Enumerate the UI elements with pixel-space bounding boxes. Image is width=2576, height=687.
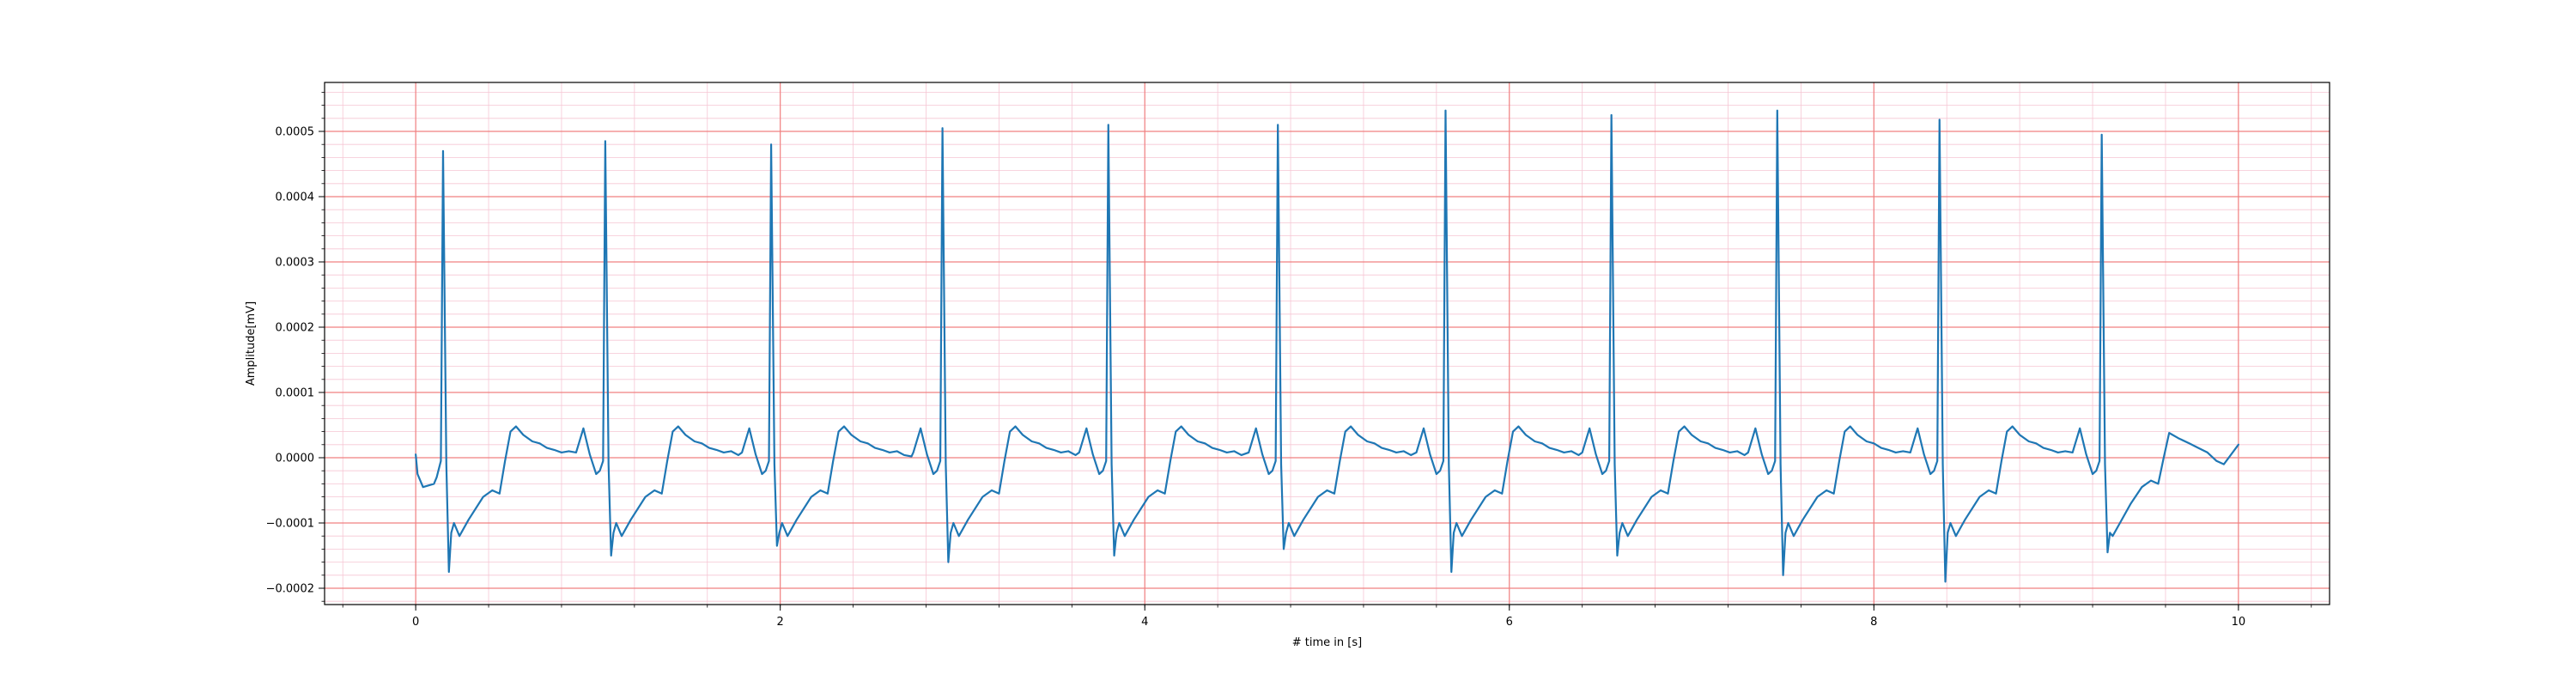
plot-frame <box>324 82 2330 605</box>
x-tick-label: 8 <box>1870 616 1877 629</box>
ecg-series-line <box>415 109 2239 583</box>
grid <box>325 82 2330 605</box>
y-tick-label: 0.0002 <box>276 322 315 335</box>
y-tick-label: 0.0000 <box>276 453 315 465</box>
y-tick-label: 0.0004 <box>276 192 315 204</box>
x-tick-label: 0 <box>412 616 419 629</box>
y-tick-label: −0.0002 <box>266 583 314 596</box>
y-tick-label: 0.0003 <box>276 257 315 270</box>
x-tick-label: 6 <box>1506 616 1513 629</box>
x-tick-label: 2 <box>777 616 784 629</box>
y-tick-label: −0.0001 <box>266 518 314 531</box>
x-tick-label: 4 <box>1141 616 1148 629</box>
x-axis-label: # time in [s] <box>1292 636 1362 649</box>
y-tick-label: 0.0001 <box>276 387 315 400</box>
x-tick-label: 10 <box>2232 616 2246 629</box>
series-layer <box>415 109 2239 583</box>
ticks: 0 2 4 6 8 10 −0.0002 −0.0001 0.0000 0.0001 0.0002 0… <box>266 92 2312 629</box>
y-axis-label: Amplitude[mV] <box>245 301 258 386</box>
y-tick-label: 0.0005 <box>276 126 315 139</box>
